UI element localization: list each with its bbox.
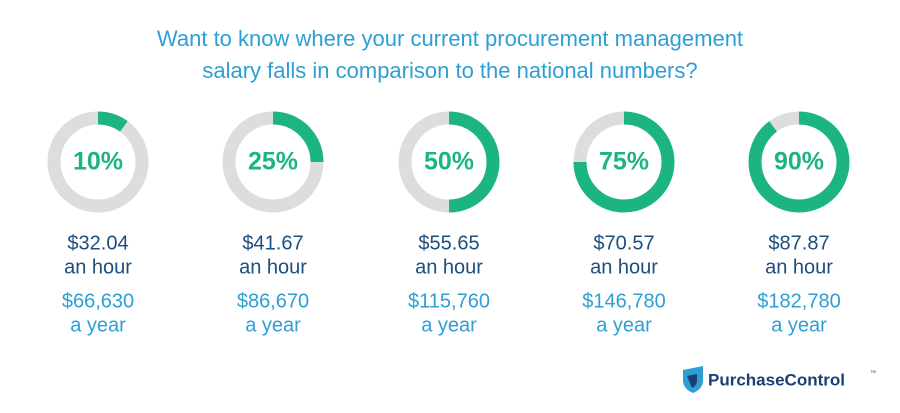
- donut-arc: [448, 111, 500, 213]
- hourly-wage: $55.65: [418, 232, 479, 254]
- logo-icon-detail: [687, 374, 697, 388]
- donut-label: 75%: [599, 148, 649, 176]
- title-line: Want to know where your current procurem…: [157, 26, 743, 51]
- hourly-wage: $70.57: [593, 232, 654, 254]
- yearly-wage: $86,670: [237, 290, 309, 312]
- yearly-wage: $182,780: [757, 290, 840, 312]
- yearly-unit: a year: [771, 314, 827, 336]
- hourly-wage: $41.67: [242, 232, 303, 254]
- donut-arc: [748, 111, 850, 213]
- donut-arc: [272, 111, 324, 163]
- yearly-unit: a year: [596, 314, 652, 336]
- hourly-unit: an hour: [415, 256, 483, 278]
- yearly-wage: $66,630: [62, 290, 134, 312]
- donut-arc: [97, 111, 128, 132]
- hourly-unit: an hour: [239, 256, 307, 278]
- donut-label: 10%: [73, 148, 123, 176]
- hourly-unit: an hour: [64, 256, 132, 278]
- yearly-unit: a year: [245, 314, 301, 336]
- logo: PurchaseControl ™: [683, 366, 876, 393]
- hourly-unit: an hour: [765, 256, 833, 278]
- yearly-unit: a year: [421, 314, 477, 336]
- yearly-wage: $115,760: [408, 290, 490, 312]
- yearly-wage: $146,780: [582, 290, 665, 312]
- donut-arc: [573, 111, 675, 213]
- logo-text: PurchaseControl: [708, 370, 845, 389]
- donut-label: 25%: [248, 148, 298, 176]
- hourly-unit: an hour: [590, 256, 658, 278]
- title-line: salary falls in comparison to the nation…: [202, 58, 697, 83]
- yearly-unit: a year: [70, 314, 126, 336]
- logo-tm: ™: [870, 370, 876, 377]
- donut-label: 50%: [424, 148, 474, 176]
- hourly-wage: $87.87: [768, 232, 829, 254]
- donut-label: 90%: [774, 148, 824, 176]
- hourly-wage: $32.04: [67, 232, 128, 254]
